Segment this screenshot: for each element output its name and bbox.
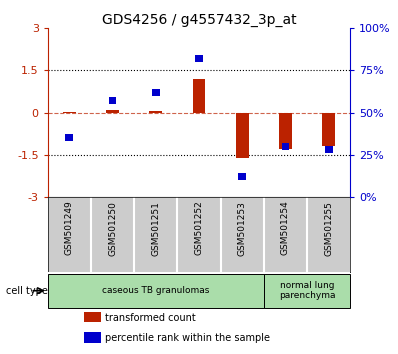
Text: cell type: cell type: [6, 286, 48, 296]
Text: GSM501253: GSM501253: [238, 201, 247, 256]
Bar: [106, 110, 119, 113]
Text: normal lung
parenchyma: normal lung parenchyma: [279, 281, 335, 301]
Text: GSM501251: GSM501251: [151, 201, 160, 256]
Text: GSM501249: GSM501249: [65, 201, 74, 256]
Text: percentile rank within the sample: percentile rank within the sample: [105, 333, 270, 343]
Title: GDS4256 / g4557432_3p_at: GDS4256 / g4557432_3p_at: [101, 13, 297, 27]
Text: caseous TB granulomas: caseous TB granulomas: [102, 286, 209, 295]
Bar: [152, 89, 160, 96]
FancyBboxPatch shape: [264, 274, 350, 308]
Bar: [109, 97, 117, 104]
Bar: [195, 55, 203, 62]
Text: transformed count: transformed count: [105, 313, 196, 323]
FancyBboxPatch shape: [48, 274, 264, 308]
Bar: [281, 143, 289, 150]
Bar: [236, 113, 249, 158]
Bar: [238, 173, 246, 180]
Text: GSM501255: GSM501255: [324, 201, 333, 256]
Bar: [322, 113, 335, 147]
Bar: [325, 146, 332, 153]
Bar: [63, 112, 76, 113]
Bar: [84, 312, 101, 322]
Bar: [193, 79, 205, 113]
Bar: [149, 111, 162, 113]
Text: GSM501252: GSM501252: [195, 201, 203, 256]
Text: GSM501254: GSM501254: [281, 201, 290, 256]
Text: GSM501250: GSM501250: [108, 201, 117, 256]
Bar: [279, 113, 292, 149]
Bar: [84, 332, 101, 343]
Bar: [66, 135, 73, 142]
